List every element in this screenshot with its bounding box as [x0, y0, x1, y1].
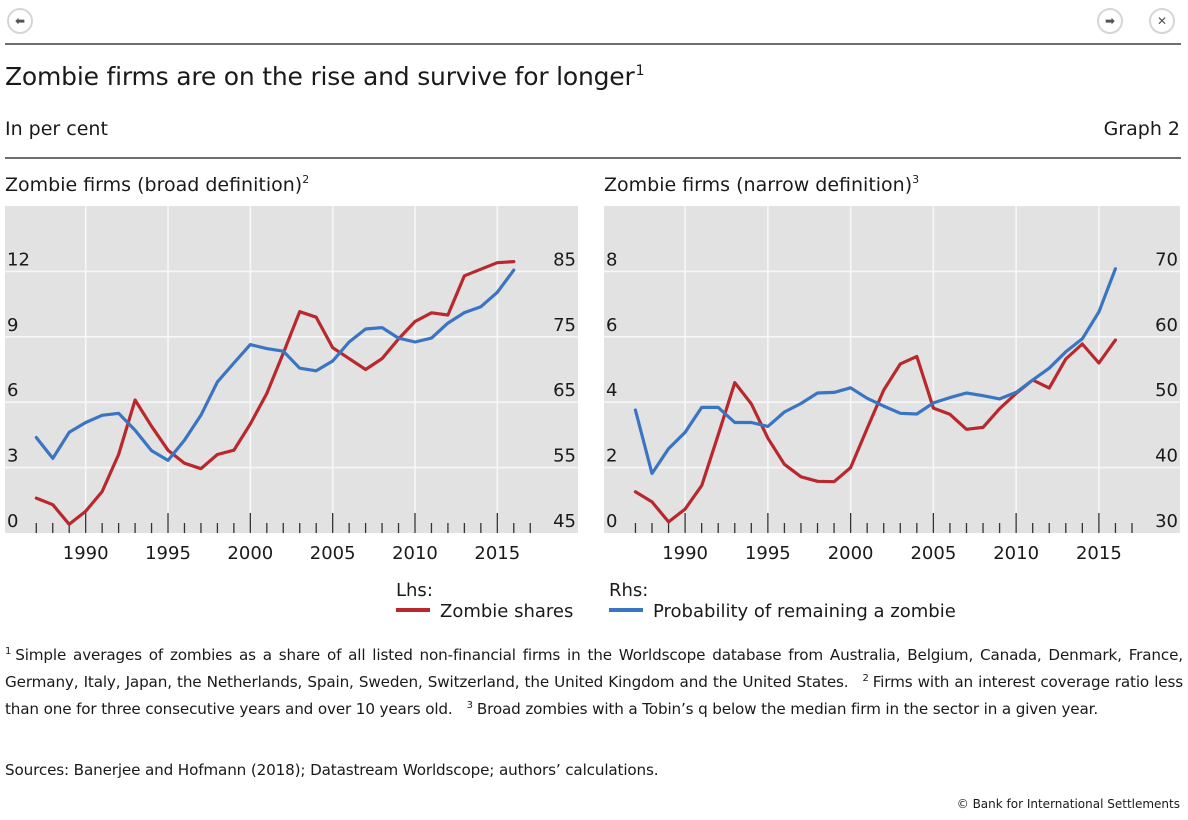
- right-y-left-tick-label: 8: [606, 249, 617, 270]
- left-x-tick-label: 2005: [310, 543, 356, 564]
- right-y-right-tick-label: 60: [1155, 315, 1178, 336]
- arrow-right-icon: ➡: [1104, 14, 1116, 28]
- right-y-right-tick-label: 30: [1155, 511, 1178, 532]
- left-panel-title-text: Zombie firms (broad definition): [5, 174, 303, 196]
- right-x-tick-label: 1995: [745, 543, 791, 564]
- left-y-right-tick-label: 75: [553, 315, 576, 336]
- left-series-probability-remaining-zombie: [34, 268, 516, 462]
- footnote-2-text: Firms with an interest coverage ratio le…: [5, 673, 1183, 718]
- left-y-right-tick-label: 85: [553, 249, 576, 270]
- right-panel-title-text: Zombie firms (narrow definition): [604, 174, 913, 196]
- close-button[interactable]: ✕: [1149, 8, 1175, 34]
- left-panel-title-footnote-mark: 2: [302, 173, 310, 186]
- graph-title-footnote-mark: 1: [635, 63, 645, 79]
- top-divider: [5, 43, 1181, 45]
- right-y-left-tick-label: 2: [606, 446, 617, 467]
- graph-title: Zombie firms are on the rise and survive…: [5, 62, 644, 91]
- right-plot-background: [604, 206, 1180, 533]
- left-y-left-tick-label: 12: [7, 249, 30, 270]
- footnote-1-text: Simple averages of zombies as a share of…: [5, 646, 1183, 691]
- graph-number: Graph 2: [1103, 118, 1180, 140]
- right-x-tick-label: 2000: [828, 543, 874, 564]
- left-series-zombie-shares: [34, 259, 516, 526]
- legend-rhs: Rhs: Probability of remaining a zombie: [609, 580, 956, 622]
- right-y-left-tick-label: 0: [606, 511, 617, 532]
- footnote-2-mark: 2: [862, 673, 869, 684]
- legend-swatch-zombie-shares: [396, 608, 430, 612]
- legend-lhs-header: Lhs:: [396, 580, 433, 601]
- arrow-left-icon: ⬅: [14, 14, 26, 28]
- left-y-right-tick-label: 65: [553, 380, 576, 401]
- footnote-3-text: Broad zombies with a Tobin’s q below the…: [476, 700, 1099, 718]
- graph-title-text: Zombie firms are on the rise and survive…: [5, 62, 635, 91]
- right-x-tick-label: 2015: [1076, 543, 1122, 564]
- right-y-right-tick-label: 70: [1155, 249, 1178, 270]
- left-x-tick-label: 2000: [227, 543, 273, 564]
- unit-label: In per cent: [5, 118, 108, 140]
- right-series-probability-remaining-zombie: [633, 267, 1117, 476]
- legend-rhs-header: Rhs:: [609, 580, 649, 601]
- left-x-tick-label: 2010: [392, 543, 438, 564]
- sources-note: Sources: Banerjee and Hofmann (2018); Da…: [5, 761, 659, 779]
- legend-swatch-probability: [609, 608, 643, 612]
- left-panel-title: Zombie firms (broad definition)2: [5, 173, 309, 196]
- left-x-tick-label: 1995: [145, 543, 191, 564]
- left-x-tick-label: 2015: [474, 543, 520, 564]
- forward-button[interactable]: ➡: [1097, 8, 1123, 34]
- right-series-zombie-shares: [633, 338, 1117, 524]
- right-x-tick-label: 2005: [910, 543, 956, 564]
- legend-label-zombie-shares: Zombie shares: [440, 601, 574, 622]
- right-x-tick-label: 1990: [662, 543, 708, 564]
- copyright-notice: © Bank for International Settlements: [956, 797, 1180, 811]
- footnote-1-mark: 1: [5, 646, 12, 657]
- close-x-icon: ✕: [1156, 14, 1168, 28]
- right-y-left-tick-label: 4: [606, 380, 617, 401]
- right-panel-title-footnote-mark: 3: [912, 173, 920, 186]
- left-y-right-tick-label: 55: [553, 446, 576, 467]
- header-divider: [5, 157, 1181, 159]
- broad-definition-chart: 1990 1995 2000 2005 2010 2015 0 3 6 9 12 45 55 65 75 85: [5, 206, 578, 564]
- narrow-definition-chart: 1990 1995 2000 2005 2010 2015 0 2 4 6 8 30 40 50 60 70: [604, 206, 1180, 564]
- right-y-right-tick-label: 50: [1155, 380, 1178, 401]
- left-y-right-tick-label: 45: [553, 511, 576, 532]
- right-y-right-tick-label: 40: [1155, 446, 1178, 467]
- footnote-3-mark: 3: [466, 700, 473, 711]
- left-y-left-tick-label: 0: [7, 511, 18, 532]
- left-y-left-tick-label: 9: [7, 315, 18, 336]
- footnotes: 1 Simple averages of zombies as a share o…: [5, 640, 1183, 721]
- back-button[interactable]: ⬅: [7, 8, 33, 34]
- left-y-left-tick-label: 3: [7, 446, 18, 467]
- left-y-left-tick-label: 6: [7, 380, 18, 401]
- right-x-tick-label: 2010: [993, 543, 1039, 564]
- right-panel-title: Zombie firms (narrow definition)3: [604, 173, 919, 196]
- right-y-left-tick-label: 6: [606, 315, 617, 336]
- legend-label-probability: Probability of remaining a zombie: [653, 601, 956, 622]
- legend-lhs: Lhs: Zombie shares: [396, 580, 573, 622]
- left-plot-background: [5, 206, 578, 533]
- left-x-tick-label: 1990: [63, 543, 109, 564]
